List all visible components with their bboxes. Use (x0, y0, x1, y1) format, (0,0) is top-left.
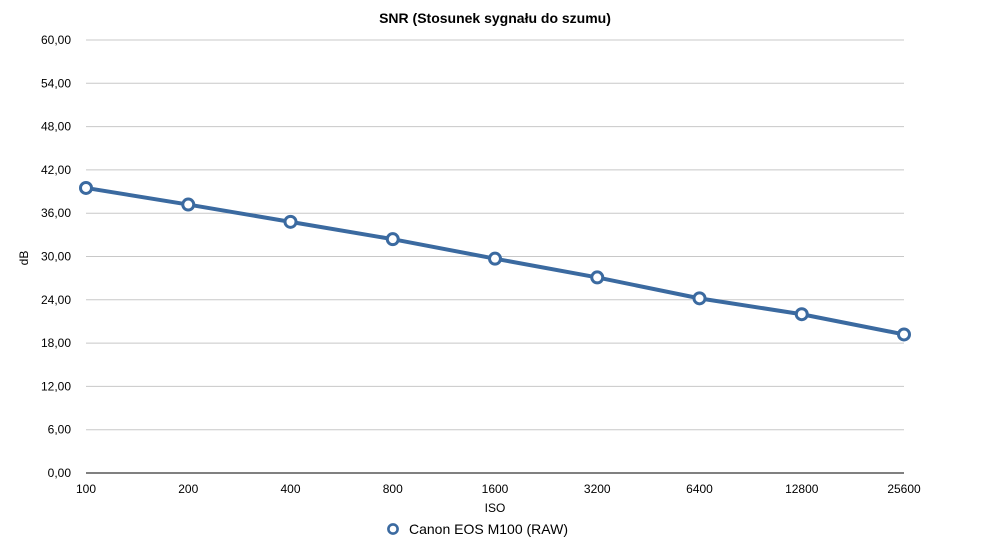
x-tick-label: 1600 (482, 482, 509, 496)
y-tick-label: 36,00 (41, 206, 71, 220)
x-axis: 100 200 400 800 1600 3200 6400 12800 25600 (76, 482, 921, 496)
x-tick-label: 100 (76, 482, 96, 496)
y-tick-label: 0,00 (48, 466, 72, 480)
y-tick-label: 54,00 (41, 76, 71, 90)
x-tick-label: 200 (178, 482, 198, 496)
data-point (590, 270, 605, 285)
data-point (283, 214, 298, 229)
y-tick-label: 6,00 (48, 423, 72, 437)
x-tick-label: 400 (280, 482, 300, 496)
legend-marker (387, 523, 399, 535)
data-point (181, 197, 196, 212)
x-tick-label: 6400 (686, 482, 713, 496)
y-tick-label: 60,00 (41, 33, 71, 47)
legend-label: Canon EOS M100 (RAW) (409, 521, 568, 537)
series-layer (79, 180, 911, 342)
data-point (794, 307, 809, 322)
x-tick-label: 12800 (785, 482, 819, 496)
y-axis: 0,00 6,00 12,00 18,00 24,00 30,00 36,00 42,00 48… (41, 33, 71, 480)
y-tick-label: 42,00 (41, 163, 71, 177)
x-tick-label: 3200 (584, 482, 611, 496)
data-point (692, 291, 707, 306)
x-axis-title: ISO (485, 501, 506, 515)
y-tick-label: 18,00 (41, 336, 71, 350)
y-tick-label: 12,00 (41, 379, 71, 393)
chart-title: SNR (Stosunek sygnału do szumu) (379, 10, 611, 26)
x-tick-label: 800 (383, 482, 403, 496)
x-tick-label: 25600 (887, 482, 921, 496)
y-tick-label: 48,00 (41, 120, 71, 134)
legend: Canon EOS M100 (RAW) (387, 521, 568, 537)
data-point (79, 180, 93, 195)
y-tick-label: 30,00 (41, 250, 71, 264)
y-tick-label: 24,00 (41, 293, 71, 307)
data-point (385, 232, 400, 247)
y-axis-title: dB (17, 251, 31, 266)
data-point (897, 327, 911, 342)
data-point (488, 251, 502, 266)
